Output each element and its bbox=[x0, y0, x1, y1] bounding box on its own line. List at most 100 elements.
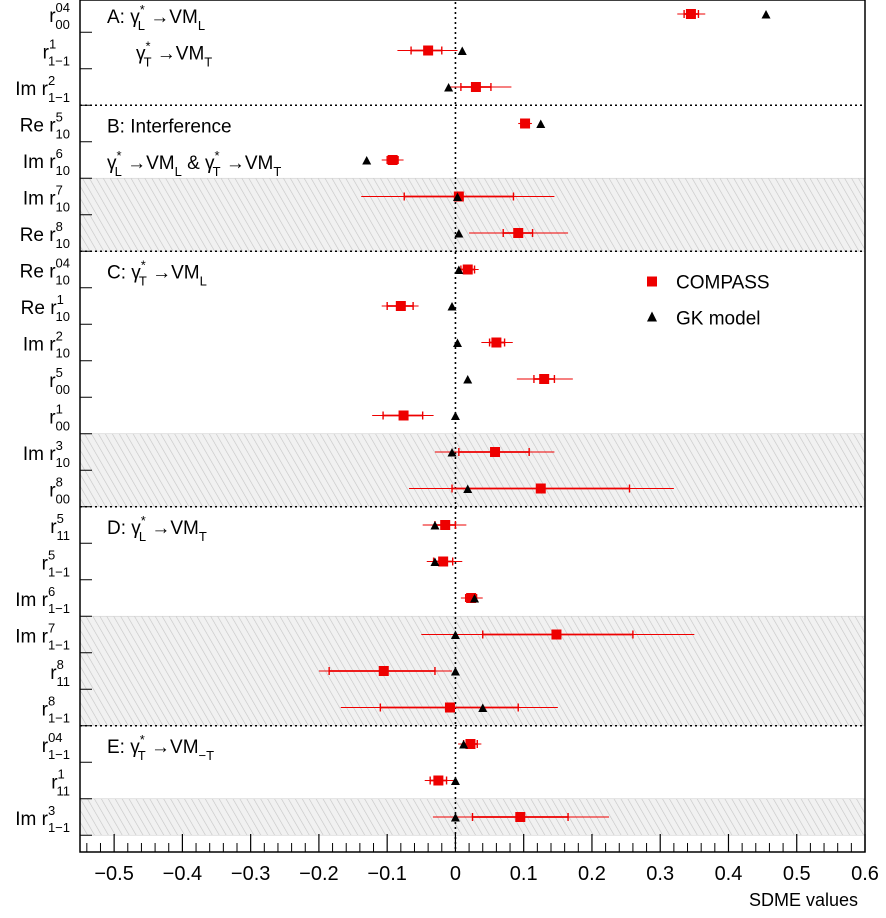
legend-marker-compass bbox=[647, 276, 657, 287]
x-tick-label: 0.1 bbox=[510, 863, 538, 885]
legend-marker-gk bbox=[647, 311, 657, 322]
shaded-band bbox=[79, 177, 866, 252]
gk-marker bbox=[444, 83, 454, 92]
gk-marker bbox=[450, 630, 460, 639]
row-label: Im r6 1−1 bbox=[15, 584, 70, 616]
compass-marker bbox=[539, 374, 550, 384]
row-label: Re r1 10 bbox=[21, 292, 70, 324]
row-label: r1 1−1 bbox=[43, 37, 70, 69]
compass-marker bbox=[490, 447, 501, 457]
compass-marker bbox=[398, 410, 409, 421]
shaded-band bbox=[79, 615, 866, 727]
row-label: r5 00 bbox=[49, 365, 70, 397]
x-tick-label: −0.4 bbox=[163, 863, 202, 885]
row-label: r5 11 bbox=[50, 511, 70, 543]
compass-marker bbox=[470, 82, 481, 92]
data-points bbox=[318, 9, 771, 822]
compass-marker bbox=[395, 301, 406, 311]
section-label-C: C: γ* T →VML bbox=[107, 258, 207, 289]
compass-marker bbox=[462, 264, 473, 275]
gk-marker bbox=[447, 448, 457, 457]
x-tick-label: 0.6 bbox=[851, 863, 879, 885]
row-label: r5 1−1 bbox=[42, 548, 70, 580]
gk-marker bbox=[450, 667, 460, 676]
gk-marker bbox=[761, 10, 771, 19]
gk-marker bbox=[454, 265, 464, 274]
compass-marker bbox=[551, 629, 562, 640]
row-label: Im r3 10 bbox=[23, 438, 70, 470]
row-label: r04 00 bbox=[49, 0, 70, 32]
row-label: r8 1−1 bbox=[42, 694, 70, 726]
gk-marker bbox=[430, 521, 440, 530]
x-tick-label: 0.2 bbox=[578, 863, 606, 885]
gk-marker bbox=[362, 156, 372, 165]
row-label: Im r3 1−1 bbox=[15, 803, 70, 835]
compass-marker bbox=[433, 775, 444, 786]
row-label: Re r04 10 bbox=[20, 256, 70, 288]
row-label: r8 00 bbox=[49, 475, 70, 507]
x-tick-label: −0.1 bbox=[367, 863, 406, 885]
gk-marker bbox=[450, 813, 460, 822]
x-tick-label: 0.4 bbox=[715, 863, 743, 885]
axes: −0.5 −0.4 −0.3 −0.2 −0.1 0 0.1 0.2 0.3 0.4 0.5 0.6 S… bbox=[79, 0, 879, 910]
compass-marker bbox=[438, 556, 449, 567]
gk-marker bbox=[463, 484, 473, 493]
gk-marker bbox=[463, 375, 473, 384]
section-label-D: D: γ* L →VMT bbox=[107, 513, 207, 544]
compass-marker bbox=[520, 118, 531, 129]
section-separators bbox=[80, 2, 865, 852]
section-label-B: B: Interference bbox=[107, 117, 232, 138]
legend-label: COMPASS bbox=[676, 273, 770, 294]
gk-marker bbox=[447, 302, 457, 311]
compass-marker bbox=[465, 739, 476, 749]
x-tick-label: −0.3 bbox=[231, 863, 270, 885]
row-label: r8 11 bbox=[50, 657, 70, 689]
compass-marker bbox=[515, 812, 526, 822]
gk-marker bbox=[536, 119, 546, 128]
x-tick-label: 0.5 bbox=[783, 863, 811, 885]
gk-marker bbox=[470, 594, 480, 603]
gk-marker bbox=[457, 46, 467, 55]
row-label: Im r7 1−1 bbox=[15, 621, 70, 653]
x-tick-label: 0.3 bbox=[646, 863, 674, 885]
row-label: r1 11 bbox=[51, 767, 70, 799]
gk-marker bbox=[454, 229, 464, 238]
x-tick-label: 0 bbox=[450, 863, 461, 885]
section-sublabel-B: γ* L →VML & γ* T →VMT bbox=[107, 148, 281, 179]
section-sublabel-A: γ* T →VMT bbox=[136, 39, 212, 70]
gk-marker bbox=[450, 776, 460, 785]
section-label-E: E: γ* T →VM−T bbox=[107, 732, 214, 763]
row-label: Im r2 10 bbox=[23, 329, 70, 361]
gk-marker bbox=[459, 740, 469, 749]
x-tick-label: −0.5 bbox=[94, 863, 133, 885]
compass-marker bbox=[466, 593, 477, 603]
row-label: Im r7 10 bbox=[23, 183, 70, 215]
legend: COMPASS GK model bbox=[647, 273, 770, 330]
row-label: Re r5 10 bbox=[20, 110, 70, 142]
compass-marker bbox=[423, 45, 434, 56]
legend-label: GK model bbox=[676, 309, 760, 330]
compass-marker bbox=[378, 666, 389, 676]
section-label-A: A: γ* L →VML bbox=[107, 2, 205, 33]
x-axis-title: SDME values bbox=[749, 890, 858, 910]
compass-marker bbox=[444, 702, 455, 713]
row-label: r1 00 bbox=[49, 402, 70, 434]
gk-marker bbox=[478, 703, 488, 712]
compass-marker bbox=[535, 483, 546, 494]
x-tick-label: −0.2 bbox=[299, 863, 338, 885]
compass-marker bbox=[440, 520, 451, 530]
row-label: r04 1−1 bbox=[42, 730, 70, 762]
section-labels: A: γ* L →VML γ* T →VMT B: Interference γ* L →V… bbox=[107, 2, 281, 763]
gk-marker bbox=[452, 192, 462, 201]
compass-marker bbox=[685, 9, 696, 19]
gk-marker bbox=[452, 338, 462, 347]
gk-marker bbox=[450, 411, 460, 420]
plot-frame bbox=[79, 0, 866, 853]
compass-marker bbox=[387, 155, 398, 165]
compass-marker bbox=[513, 228, 524, 238]
gk-marker bbox=[430, 557, 440, 566]
row-labels: r04 00 r1 1−1 Im r2 1−1 Re r5 10 Im r6 10 Im r7 10 R… bbox=[15, 0, 70, 835]
row-label: Im r6 10 bbox=[23, 146, 70, 178]
row-label: Im r2 1−1 bbox=[15, 73, 70, 105]
